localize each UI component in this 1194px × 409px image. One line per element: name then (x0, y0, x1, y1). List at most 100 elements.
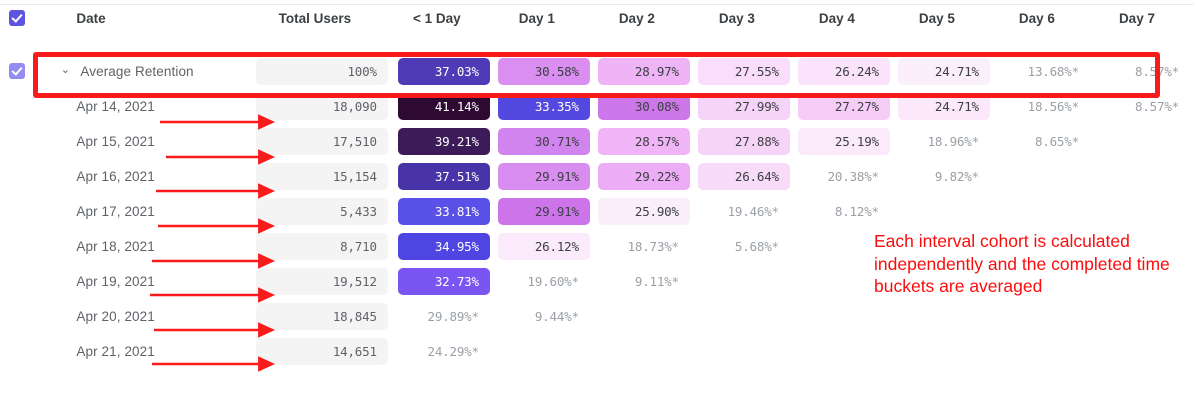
row0-cell-1[interactable]: 33.35% (494, 89, 594, 124)
row3-cell-5[interactable] (894, 194, 994, 229)
row7-cell-1[interactable] (494, 334, 594, 369)
row5-cell-0[interactable]: 32.73% (394, 264, 494, 299)
table-row[interactable]: Apr 20, 2021 18,845 29.89%* 9.44%* (0, 299, 1194, 334)
row1-cell-1[interactable]: 30.71% (494, 124, 594, 159)
column-header-d5[interactable]: Day 5 (918, 10, 955, 26)
row4-cell-2[interactable]: 18.73%* (594, 229, 694, 264)
row5-cell-3[interactable] (694, 264, 794, 299)
row7-cell-6[interactable] (994, 334, 1094, 369)
row6-cell-1[interactable]: 9.44%* (494, 299, 594, 334)
row7-cell-3[interactable] (694, 334, 794, 369)
summary-row-checkbox-cell[interactable] (0, 54, 34, 89)
row1-cell-7[interactable] (1094, 124, 1194, 159)
row7-cell-5[interactable] (894, 334, 994, 369)
summary-cell-7[interactable]: 8.57%* (1094, 54, 1194, 89)
summary-cell-2[interactable]: 28.97% (594, 54, 694, 89)
table-row[interactable]: Apr 15, 2021 17,510 39.21% 30.71% 28.57% 27.8… (0, 124, 1194, 159)
row0-cell-2[interactable]: 30.08% (594, 89, 694, 124)
row1-cell-5[interactable]: 18.96%* (894, 124, 994, 159)
row-total-users-cell[interactable]: 5,433 (250, 194, 394, 229)
summary-cell-1[interactable]: 30.58% (494, 54, 594, 89)
row6-cell-4[interactable] (794, 299, 894, 334)
row6-cell-3[interactable] (694, 299, 794, 334)
table-row[interactable]: Apr 17, 2021 5,433 33.81% 29.91% 25.90% 19.46… (0, 194, 1194, 229)
row6-cell-7[interactable] (1094, 299, 1194, 334)
select-all-cell[interactable] (0, 0, 34, 36)
row-checkbox-cell[interactable] (0, 159, 34, 194)
column-header-d1[interactable]: Day 1 (518, 10, 555, 26)
checkbox-checked-icon[interactable] (9, 63, 26, 80)
row-checkbox-cell[interactable] (0, 299, 34, 334)
column-header-d4[interactable]: Day 4 (818, 10, 855, 26)
table-row[interactable]: Apr 19, 2021 19,512 32.73% 19.60%* 9.11%* (0, 264, 1194, 299)
checkbox-checked-icon[interactable] (9, 10, 26, 27)
row3-cell-7[interactable] (1094, 194, 1194, 229)
chevron-down-icon[interactable]: ⌄ (60, 64, 70, 76)
row-date-cell[interactable]: Apr 20, 2021 (34, 299, 250, 334)
row2-cell-0[interactable]: 37.51% (394, 159, 494, 194)
row4-cell-1[interactable]: 26.12% (494, 229, 594, 264)
table-row[interactable]: Apr 18, 2021 8,710 34.95% 26.12% 18.73%* 5.68… (0, 229, 1194, 264)
column-header-total-users[interactable]: Total Users (278, 10, 352, 26)
row0-cell-3[interactable]: 27.99% (694, 89, 794, 124)
row-total-users-cell[interactable]: 8,710 (250, 229, 394, 264)
row7-cell-0[interactable]: 24.29%* (394, 334, 494, 369)
column-header-d3[interactable]: Day 3 (718, 10, 755, 26)
row-total-users-cell[interactable]: 15,154 (250, 159, 394, 194)
row0-cell-4[interactable]: 27.27% (794, 89, 894, 124)
column-header-d7[interactable]: Day 7 (1118, 10, 1155, 26)
row-checkbox-cell[interactable] (0, 229, 34, 264)
row-date-cell[interactable]: Apr 16, 2021 (34, 159, 250, 194)
row2-cell-5[interactable]: 9.82%* (894, 159, 994, 194)
row-checkbox-cell[interactable] (0, 124, 34, 159)
summary-row-label-cell[interactable]: ⌄ Average Retention (34, 54, 250, 89)
row-date-cell[interactable]: Apr 21, 2021 (34, 334, 250, 369)
row3-cell-1[interactable]: 29.91% (494, 194, 594, 229)
row3-cell-6[interactable] (994, 194, 1094, 229)
row7-cell-7[interactable] (1094, 334, 1194, 369)
row-checkbox-cell[interactable] (0, 89, 34, 124)
row2-cell-2[interactable]: 29.22% (594, 159, 694, 194)
row2-cell-3[interactable]: 26.64% (694, 159, 794, 194)
table-row[interactable]: Apr 14, 2021 18,090 41.14% 33.35% 30.08% 27.9… (0, 89, 1194, 124)
row6-cell-6[interactable] (994, 299, 1094, 334)
summary-total-users-cell[interactable]: 100% (250, 54, 394, 89)
row-checkbox-cell[interactable] (0, 194, 34, 229)
row-total-users-cell[interactable]: 18,845 (250, 299, 394, 334)
row2-cell-1[interactable]: 29.91% (494, 159, 594, 194)
row1-cell-6[interactable]: 8.65%* (994, 124, 1094, 159)
row5-cell-2[interactable]: 9.11%* (594, 264, 694, 299)
row-total-users-cell[interactable]: 14,651 (250, 334, 394, 369)
row3-cell-3[interactable]: 19.46%* (694, 194, 794, 229)
row0-cell-0[interactable]: 41.14% (394, 89, 494, 124)
summary-cell-5[interactable]: 24.71% (894, 54, 994, 89)
table-row[interactable]: Apr 21, 2021 14,651 24.29%* (0, 334, 1194, 369)
row-date-cell[interactable]: Apr 14, 2021 (34, 89, 250, 124)
row7-cell-4[interactable] (794, 334, 894, 369)
row2-cell-4[interactable]: 20.38%* (794, 159, 894, 194)
row-total-users-cell[interactable]: 18,090 (250, 89, 394, 124)
row-date-cell[interactable]: Apr 15, 2021 (34, 124, 250, 159)
summary-cell-0[interactable]: 37.03% (394, 54, 494, 89)
column-header-d2[interactable]: Day 2 (618, 10, 655, 26)
row2-cell-6[interactable] (994, 159, 1094, 194)
summary-cell-6[interactable]: 13.68%* (994, 54, 1094, 89)
row3-cell-2[interactable]: 25.90% (594, 194, 694, 229)
summary-cell-4[interactable]: 26.24% (794, 54, 894, 89)
row-total-users-cell[interactable]: 19,512 (250, 264, 394, 299)
row7-cell-2[interactable] (594, 334, 694, 369)
row1-cell-3[interactable]: 27.88% (694, 124, 794, 159)
summary-row[interactable]: ⌄ Average Retention 100% 37.03% 30.58% 28.97%… (0, 54, 1194, 89)
row-date-cell[interactable]: Apr 17, 2021 (34, 194, 250, 229)
row0-cell-7[interactable]: 8.57%* (1094, 89, 1194, 124)
row0-cell-5[interactable]: 24.71% (894, 89, 994, 124)
column-header-d6[interactable]: Day 6 (1018, 10, 1055, 26)
row-checkbox-cell[interactable] (0, 334, 34, 369)
row-checkbox-cell[interactable] (0, 264, 34, 299)
row6-cell-5[interactable] (894, 299, 994, 334)
row5-cell-1[interactable]: 19.60%* (494, 264, 594, 299)
column-header-d0[interactable]: < 1 Day (412, 10, 461, 26)
row4-cell-3[interactable]: 5.68%* (694, 229, 794, 264)
row1-cell-4[interactable]: 25.19% (794, 124, 894, 159)
row-date-cell[interactable]: Apr 18, 2021 (34, 229, 250, 264)
